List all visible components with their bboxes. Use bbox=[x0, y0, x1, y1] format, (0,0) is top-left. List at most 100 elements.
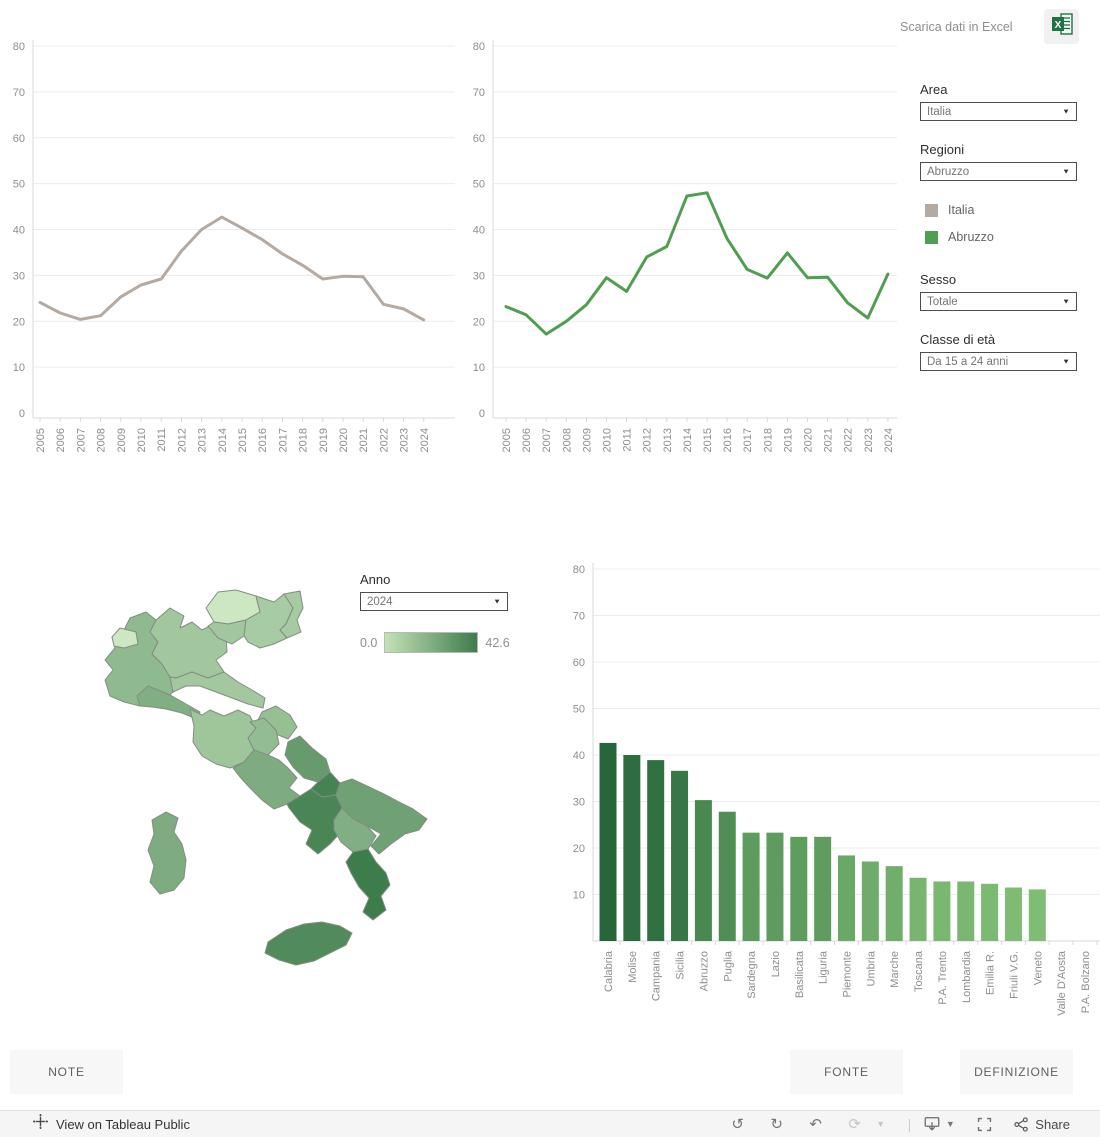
line-chart-abruzzo[interactable]: 0 10 20 30 40 50 60 70 80 2005 2006 2007 2008 2009 201… bbox=[460, 30, 905, 480]
svg-text:2021: 2021 bbox=[823, 428, 835, 452]
svg-text:2022: 2022 bbox=[378, 428, 390, 452]
legend-item-abruzzo[interactable]: Abruzzo bbox=[925, 230, 994, 244]
map-region-liguria[interactable] bbox=[136, 685, 201, 720]
svg-text:2008: 2008 bbox=[96, 428, 108, 452]
svg-text:Lombardia: Lombardia bbox=[961, 950, 973, 1003]
refresh-icon: ⟳ bbox=[848, 1115, 861, 1133]
svg-text:Piemonte: Piemonte bbox=[842, 951, 854, 997]
map-region-sicilia[interactable] bbox=[264, 921, 353, 966]
redo-icon[interactable]: ↻ bbox=[770, 1115, 783, 1133]
svg-text:80: 80 bbox=[573, 564, 585, 576]
anno-dropdown[interactable]: 2024 ▼ bbox=[360, 592, 508, 611]
view-on-tableau-link[interactable]: View on Tableau Public bbox=[33, 1114, 190, 1134]
fullscreen-icon[interactable] bbox=[973, 1113, 995, 1135]
svg-text:Liguria: Liguria bbox=[818, 950, 830, 984]
chevron-down-icon: ▼ bbox=[493, 597, 501, 606]
svg-text:Marche: Marche bbox=[889, 951, 901, 988]
chevron-down-icon: ▼ bbox=[1062, 167, 1070, 176]
svg-text:2019: 2019 bbox=[318, 428, 330, 452]
definizione-button[interactable]: DEFINIZIONE bbox=[960, 1050, 1073, 1094]
filter-sesso: Sesso Totale ▼ bbox=[920, 272, 1077, 311]
filter-classe: Classe di età Da 15 a 24 anni ▼ bbox=[920, 332, 1077, 371]
svg-text:2016: 2016 bbox=[722, 428, 734, 452]
chevron-down-icon: ▼ bbox=[1062, 107, 1070, 116]
svg-text:Toscana: Toscana bbox=[913, 950, 925, 992]
refresh-caret-icon: ▼ bbox=[876, 1118, 886, 1129]
italia-swatch bbox=[925, 203, 938, 217]
share-label: Share bbox=[1035, 1116, 1070, 1132]
sesso-label: Sesso bbox=[920, 272, 957, 287]
italy-choropleth-map[interactable] bbox=[90, 582, 430, 1012]
svg-text:80: 80 bbox=[473, 41, 485, 53]
filter-area: Area Italia ▼ bbox=[920, 82, 1077, 121]
svg-text:P.A. Bolzano: P.A. Bolzano bbox=[1080, 951, 1092, 1013]
tableau-toolbar: View on Tableau Public ↺ ↻ ↶ ⟳ ▼ | ▼ bbox=[0, 1110, 1100, 1137]
view-on-tableau-label: View on Tableau Public bbox=[56, 1116, 190, 1132]
svg-text:2014: 2014 bbox=[217, 428, 229, 452]
svg-text:2023: 2023 bbox=[399, 428, 411, 452]
download-excel-button[interactable]: X bbox=[1044, 9, 1079, 44]
svg-text:40: 40 bbox=[573, 750, 585, 762]
svg-text:30: 30 bbox=[473, 270, 485, 282]
chevron-down-icon: ▼ bbox=[1062, 297, 1070, 306]
map-region-pa-trento[interactable] bbox=[207, 619, 247, 645]
regioni-dropdown[interactable]: Abruzzo ▼ bbox=[920, 162, 1077, 181]
classe-eta-dropdown[interactable]: Da 15 a 24 anni ▼ bbox=[920, 352, 1077, 371]
revert-icon[interactable]: ↶ bbox=[809, 1115, 822, 1133]
legend-label: Italia bbox=[948, 203, 975, 217]
svg-text:2018: 2018 bbox=[298, 428, 310, 452]
svg-text:2020: 2020 bbox=[803, 428, 815, 452]
svg-text:2013: 2013 bbox=[662, 428, 674, 452]
bar-chart-regioni[interactable]: 10 20 30 40 50 60 70 80 Calabria Molise Campania Si… bbox=[560, 555, 1100, 1055]
fonte-button[interactable]: FONTE bbox=[790, 1050, 903, 1094]
svg-text:50: 50 bbox=[573, 704, 585, 716]
map-region-friuli-vg[interactable] bbox=[279, 590, 304, 639]
svg-text:2009: 2009 bbox=[581, 428, 593, 452]
area-dropdown[interactable]: Italia ▼ bbox=[920, 102, 1077, 121]
svg-text:2024: 2024 bbox=[419, 428, 431, 452]
svg-text:40: 40 bbox=[473, 225, 485, 237]
color-legend: Italia Abruzzo bbox=[925, 203, 994, 257]
line-chart-italia[interactable]: 0 10 20 30 40 50 60 70 80 2005 2006 2007 2008 2009 201… bbox=[0, 30, 460, 480]
svg-text:Veneto: Veneto bbox=[1032, 951, 1044, 985]
svg-text:2014: 2014 bbox=[682, 428, 694, 452]
regioni-label: Regioni bbox=[920, 142, 965, 157]
map-region-sardegna[interactable] bbox=[147, 811, 187, 895]
svg-text:2005: 2005 bbox=[35, 428, 47, 452]
map-region-lombardia[interactable] bbox=[149, 607, 228, 679]
undo-icon[interactable]: ↺ bbox=[731, 1115, 744, 1133]
svg-text:2007: 2007 bbox=[541, 428, 553, 452]
excel-icon: X bbox=[1050, 12, 1074, 41]
share-button[interactable]: Share bbox=[1013, 1113, 1070, 1135]
svg-text:Calabria: Calabria bbox=[603, 950, 615, 992]
svg-text:2006: 2006 bbox=[55, 428, 67, 452]
legend-item-italia[interactable]: Italia bbox=[925, 203, 994, 217]
note-button[interactable]: NOTE bbox=[10, 1050, 123, 1094]
filter-regioni: Regioni Abruzzo ▼ bbox=[920, 142, 1077, 181]
svg-text:Valle D'Aosta: Valle D'Aosta bbox=[1056, 950, 1068, 1016]
svg-text:2013: 2013 bbox=[197, 428, 209, 452]
svg-text:2023: 2023 bbox=[863, 428, 875, 452]
legend-min: 0.0 bbox=[360, 635, 378, 650]
svg-text:0: 0 bbox=[19, 408, 25, 420]
map-color-legend: 0.0 42.6 bbox=[360, 632, 510, 653]
svg-text:Friuli V.G.: Friuli V.G. bbox=[1008, 951, 1020, 999]
map-region-campania[interactable] bbox=[286, 788, 343, 855]
sesso-value: Totale bbox=[927, 295, 958, 308]
map-region-valle-daosta[interactable] bbox=[111, 627, 139, 649]
svg-text:2007: 2007 bbox=[75, 428, 87, 452]
regioni-value: Abruzzo bbox=[927, 165, 970, 178]
svg-text:2005: 2005 bbox=[501, 428, 513, 452]
svg-text:Abruzzo: Abruzzo bbox=[698, 951, 710, 991]
map-region-emilia-r[interactable] bbox=[169, 671, 266, 709]
svg-text:Lazio: Lazio bbox=[770, 951, 782, 977]
svg-text:2015: 2015 bbox=[702, 428, 714, 452]
classe-eta-label: Classe di età bbox=[920, 332, 996, 347]
sesso-dropdown[interactable]: Totale ▼ bbox=[920, 292, 1077, 311]
map-region-calabria[interactable] bbox=[345, 848, 391, 921]
svg-text:60: 60 bbox=[13, 133, 25, 145]
download-icon[interactable] bbox=[921, 1113, 943, 1135]
svg-text:2016: 2016 bbox=[257, 428, 269, 452]
svg-text:X: X bbox=[1054, 20, 1061, 31]
download-caret-icon[interactable]: ▼ bbox=[945, 1118, 955, 1129]
